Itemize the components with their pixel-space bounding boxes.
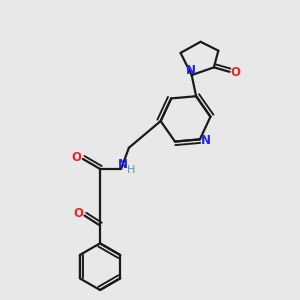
Text: N: N (201, 134, 211, 147)
Text: N: N (186, 64, 196, 77)
Text: O: O (73, 207, 83, 220)
Text: H: H (127, 165, 135, 175)
Text: O: O (71, 151, 81, 164)
Text: N: N (118, 158, 128, 172)
Text: O: O (231, 66, 241, 80)
